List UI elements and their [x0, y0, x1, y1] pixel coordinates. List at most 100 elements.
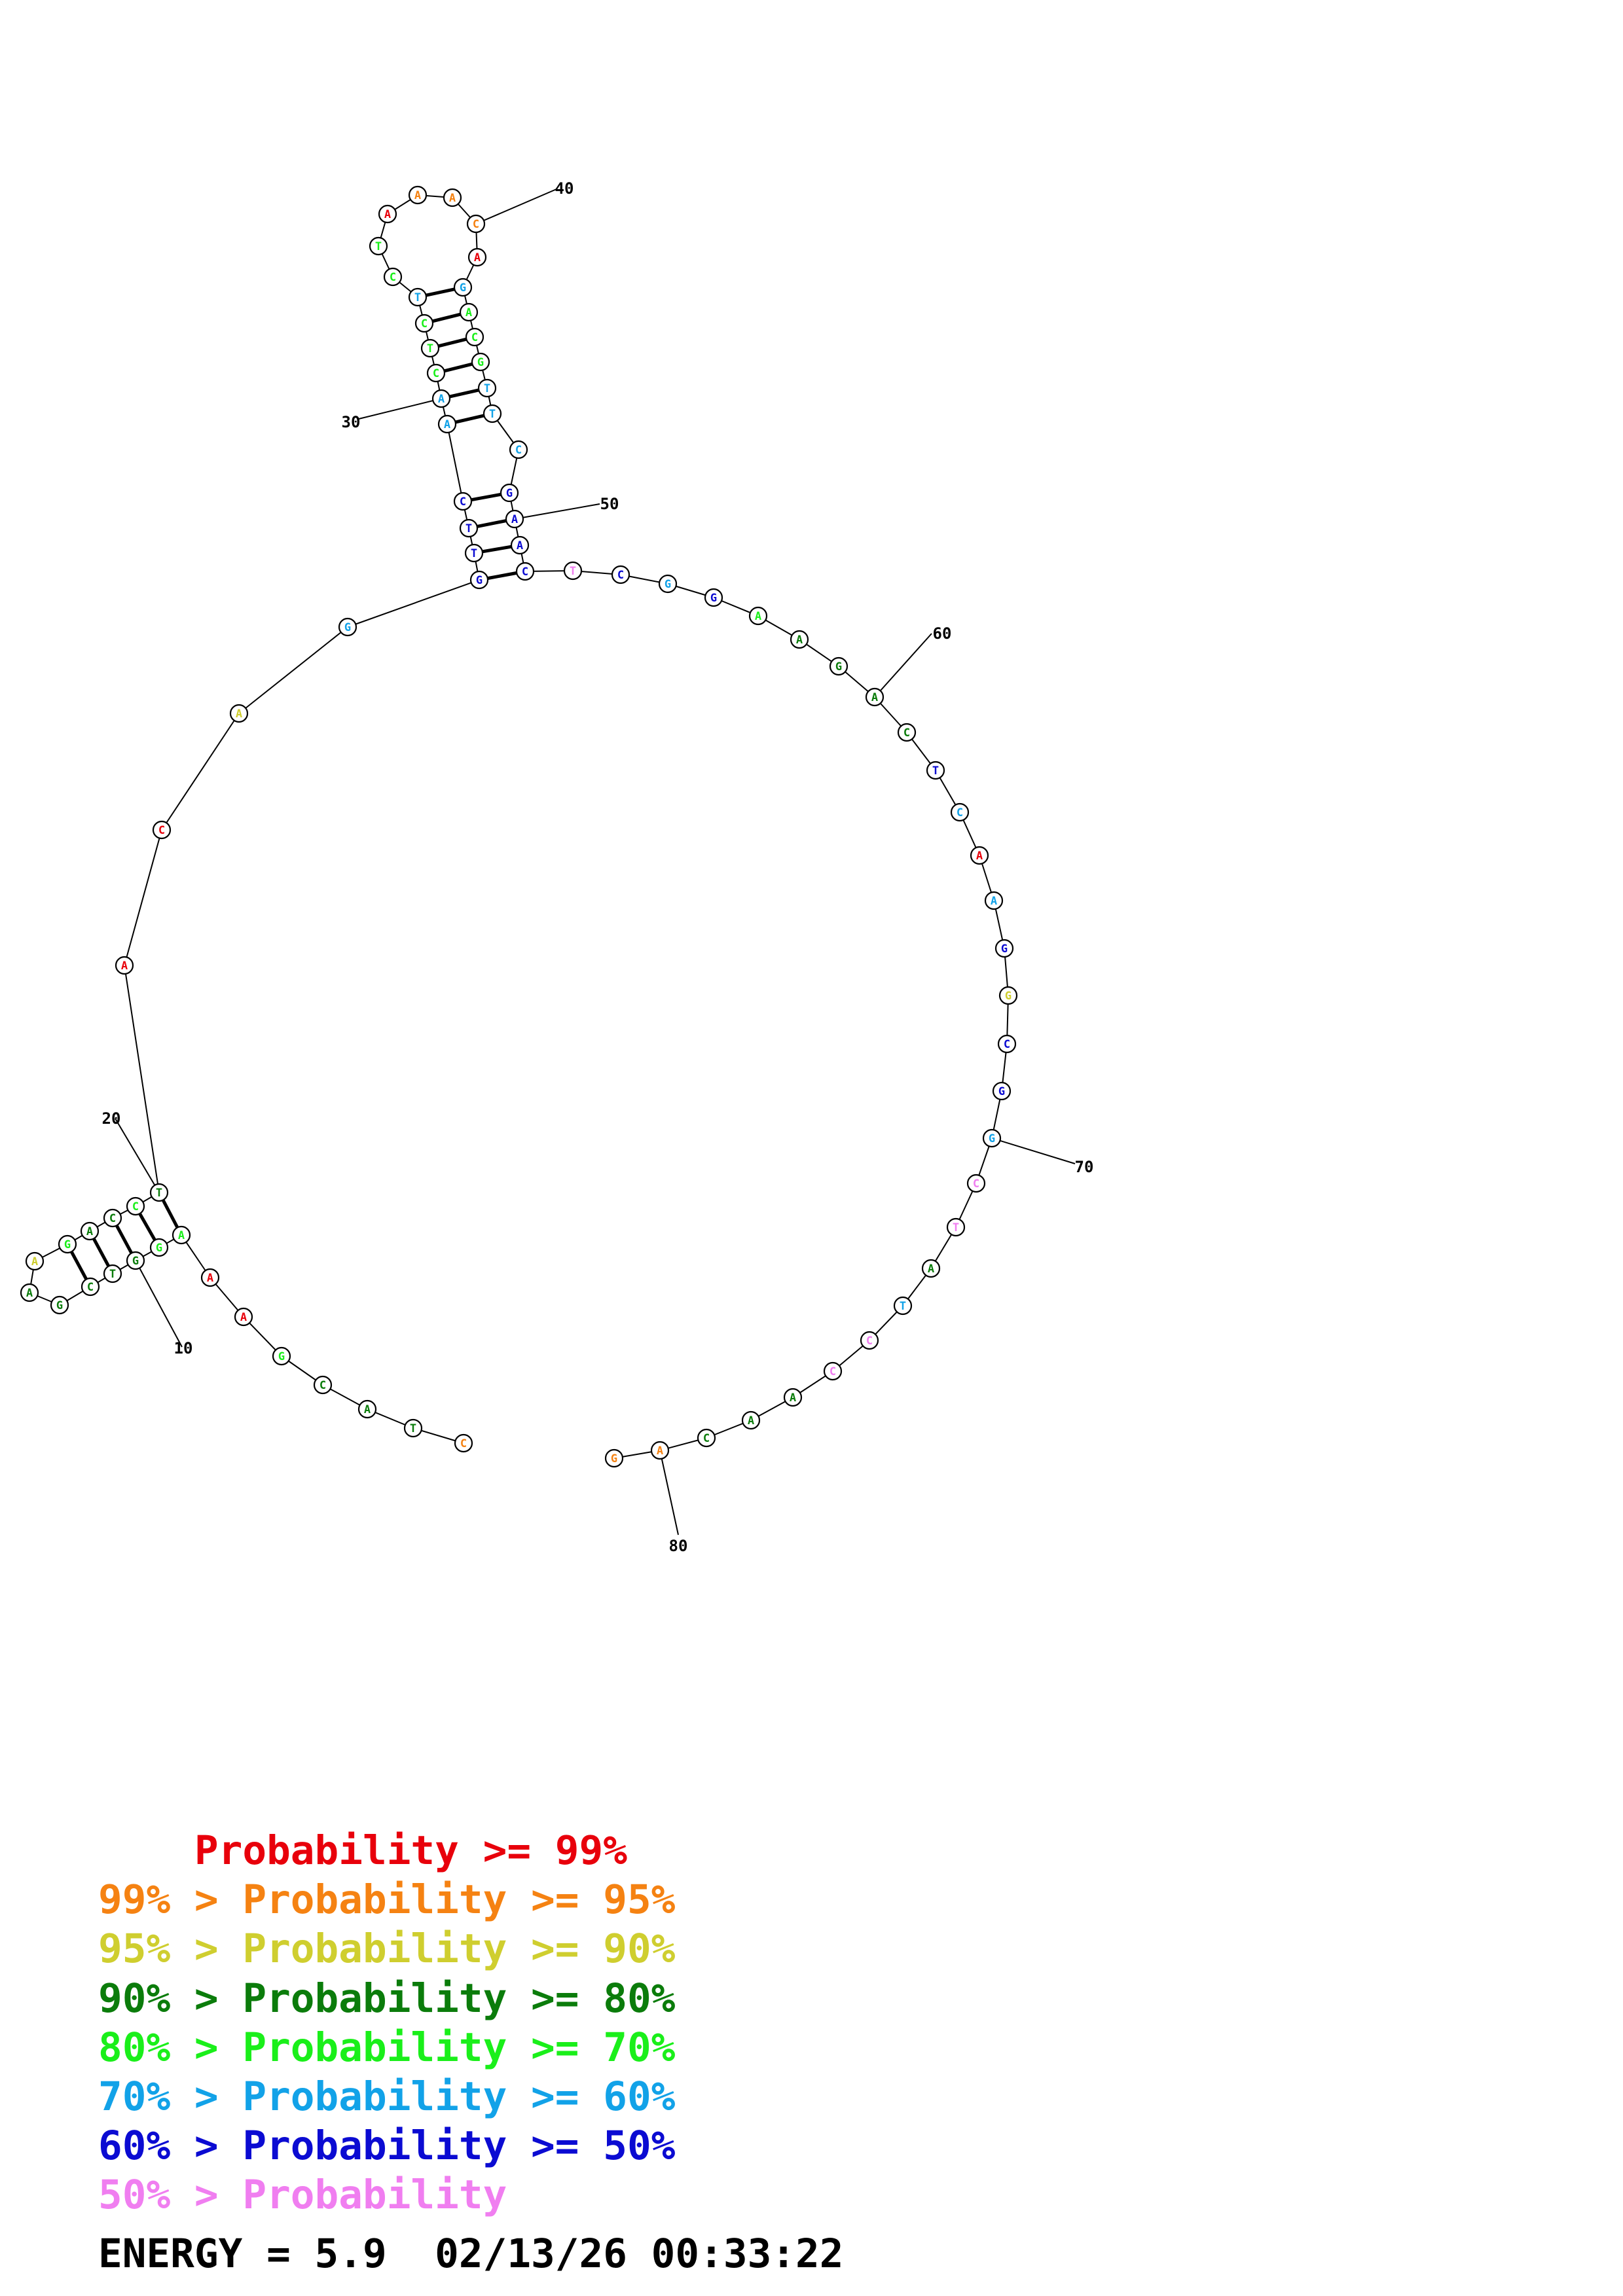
nucleotide-circle: [790, 630, 809, 649]
nucleotide-circle: [357, 1399, 377, 1419]
nucleotide: T: [563, 561, 583, 581]
nucleotide-letter: A: [755, 610, 761, 623]
nucleotide-circle: [921, 1259, 941, 1278]
nucleotide-circle: [272, 1346, 291, 1366]
nucleotide-letter: G: [998, 1085, 1005, 1098]
nucleotide-circle: [477, 378, 497, 398]
nucleotide-letter: A: [790, 1391, 796, 1405]
legend-text: Probability >= 80%: [242, 1975, 676, 2022]
legend-text: Probability: [242, 2172, 507, 2219]
position-tick-layer: 10 20 30 40 50 60 70 80: [102, 179, 1094, 1555]
nucleotide-letter: G: [460, 281, 466, 295]
nucleotide-circle: [103, 1264, 122, 1283]
nucleotide-letter: C: [957, 806, 963, 819]
nucleotide-letter: A: [364, 1403, 371, 1416]
nucleotide-letter: A: [207, 1272, 213, 1285]
nucleotide-circle: [783, 1388, 803, 1407]
nucleotide: C: [466, 214, 486, 234]
nucleotide-letter: T: [953, 1221, 959, 1234]
nucleotide: T: [369, 236, 388, 256]
nucleotide: C: [126, 1196, 145, 1216]
nucleotide: C: [897, 723, 917, 742]
nucleotide-letter: T: [414, 291, 421, 304]
legend-text: Probability >= 99%: [194, 1827, 627, 1874]
nucleotide-letter: G: [477, 356, 484, 369]
nucleotide-letter: G: [611, 1452, 617, 1465]
nucleotide-circle: [926, 761, 945, 780]
nucleotide: A: [378, 204, 397, 224]
nucleotide-letter: A: [31, 1255, 38, 1268]
nucleotide-circle: [860, 1331, 879, 1350]
nucleotide-letter: C: [1004, 1038, 1010, 1051]
nucleotide-letter: A: [86, 1225, 93, 1238]
nucleotide-letter: A: [657, 1444, 663, 1458]
nucleotide-circle: [378, 204, 397, 224]
nucleotide-circle: [152, 820, 172, 840]
nucleotide-letter: T: [410, 1422, 416, 1435]
nucleotide-letter: A: [748, 1414, 754, 1427]
legend-text: Probability >= 90%: [242, 1926, 676, 1973]
nucleotide: C: [414, 314, 434, 333]
nucleotide-circle: [505, 509, 524, 529]
nucleotide-circle: [515, 562, 535, 581]
nucleotide: C: [103, 1208, 122, 1228]
nucleotide-letter: T: [375, 240, 382, 253]
nucleotide: C: [426, 363, 446, 383]
nucleotide-circle: [563, 561, 583, 581]
nucleotide-circle: [459, 518, 479, 538]
position-tick-label: 20: [102, 1109, 121, 1128]
nucleotide: G: [998, 986, 1018, 1005]
nucleotide-circle: [234, 1307, 253, 1327]
nucleotide: G: [50, 1295, 69, 1315]
nucleotide: C: [611, 565, 630, 584]
nucleotide: G: [453, 278, 473, 297]
nucleotide-circle: [459, 302, 479, 322]
base-pair-line: [438, 337, 467, 348]
nucleotide-letter: G: [56, 1299, 63, 1312]
nucleotide-circle: [420, 338, 440, 358]
nucleotide: C: [515, 562, 535, 581]
nucleotide: A: [357, 1399, 377, 1419]
position-tick-line: [659, 1450, 679, 1535]
nucleotide-letter: A: [449, 192, 456, 205]
nucleotide-letter: C: [473, 218, 479, 231]
base-pair-layer: [69, 287, 517, 1280]
nucleotide: C: [453, 492, 473, 511]
nucleotide-letter: A: [928, 1263, 934, 1276]
legend-row-70-80: 80% > Probability >= 70%: [98, 2023, 675, 2072]
nucleotide-letter: T: [570, 565, 576, 578]
nucleotide-circle: [469, 570, 489, 590]
nucleotide-letter: G: [278, 1350, 285, 1363]
nucleotide: A: [783, 1388, 803, 1407]
nucleotide-circle: [50, 1295, 69, 1315]
nucleotide-letter: T: [109, 1268, 116, 1281]
nucleotide: C: [465, 327, 484, 347]
nucleotide-letter: T: [471, 547, 477, 560]
nucleotide-circle: [966, 1174, 986, 1193]
nucleotide-circle: [229, 704, 249, 723]
base-pair-line: [477, 519, 507, 528]
nucleotide-circle: [467, 247, 487, 267]
position-tick-line: [135, 1260, 183, 1348]
nucleotide-letter: A: [26, 1287, 33, 1300]
nucleotide-letter: T: [156, 1187, 162, 1200]
legend-prefix: 50% >: [98, 2172, 243, 2219]
nucleotide: G: [658, 574, 678, 594]
nucleotide-circle: [338, 617, 357, 637]
nucleotide-circle: [509, 440, 528, 459]
nucleotide-letter: G: [989, 1132, 995, 1145]
nucleotide-circle: [414, 314, 434, 333]
nucleotide-circle: [383, 267, 403, 287]
nucleotide-letter: C: [830, 1365, 836, 1378]
nucleotide-letter: A: [414, 189, 421, 202]
nucleotide-letter: A: [438, 393, 445, 406]
nucleotide: A: [865, 687, 884, 707]
nucleotide: G: [149, 1238, 169, 1257]
nucleotide-circle: [172, 1225, 191, 1245]
nucleotide: G: [338, 617, 357, 637]
nucleotide: T: [459, 518, 479, 538]
nucleotide-letter: T: [465, 522, 472, 535]
nucleotide: A: [970, 846, 989, 865]
nucleotide-circle: [426, 363, 446, 383]
nucleotide-circle: [465, 327, 484, 347]
